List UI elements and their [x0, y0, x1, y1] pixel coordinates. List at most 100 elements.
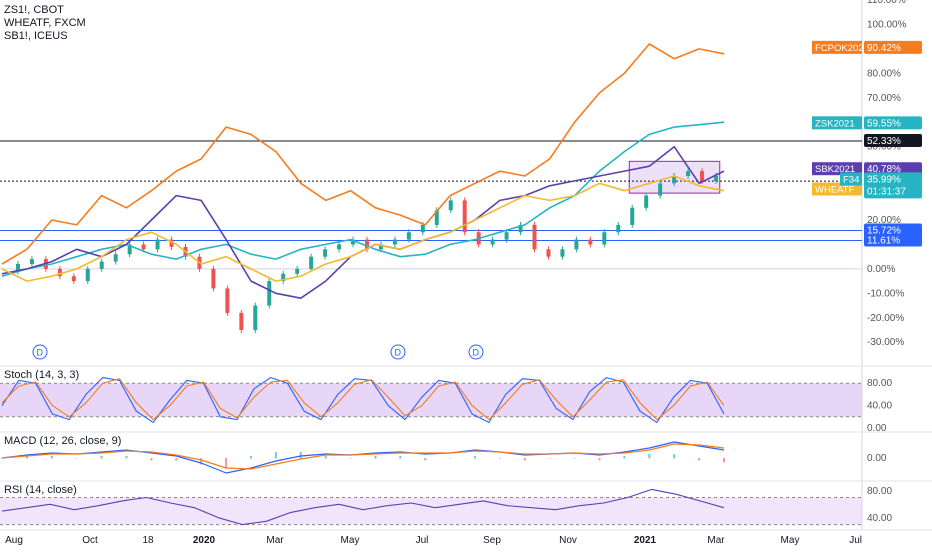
main-tick-label-3: 70.00%: [867, 93, 901, 104]
macd-hist-1: [25, 456, 28, 459]
candle-body-33: [462, 200, 467, 233]
candle-close-label: 35.99%: [867, 174, 901, 185]
candle-body-37: [518, 224, 523, 233]
x-tick-label-9: 2021: [634, 535, 657, 546]
x-tick-label-11: May: [781, 535, 800, 546]
candle-body-10: [141, 244, 146, 250]
legend-symbol-1[interactable]: ZS1!, CBOT: [4, 4, 64, 16]
candle-body-7: [99, 261, 104, 269]
series-value-ZSK2021: 59.55%: [867, 118, 901, 129]
legend-symbol-3[interactable]: SB1!, ICEUS: [4, 30, 68, 42]
macd-hist-28: [698, 458, 701, 461]
candle-symbol-bg: [840, 172, 862, 186]
rsi-title[interactable]: RSI (14, close): [4, 484, 77, 496]
x-tick-label-7: Sep: [483, 535, 501, 546]
candle-body-2: [29, 259, 34, 264]
legend-symbol-2[interactable]: WHEATF, FXCM: [4, 17, 86, 29]
stoch-tick-label-1: 40.00: [867, 401, 892, 412]
candle-body-50: [700, 171, 705, 181]
main-tick-label-1: 100.00%: [867, 19, 907, 30]
x-tick-label-10: Mar: [707, 535, 725, 546]
x-tick-label-4: Mar: [266, 535, 284, 546]
main-tick-label-2: 80.00%: [867, 68, 901, 79]
series-name-SBK2021: SBK2021: [815, 164, 855, 175]
macd-hist-26: [648, 454, 651, 459]
stoch-band: [0, 383, 862, 417]
macd-title[interactable]: MACD (12, 26, close, 9): [4, 435, 122, 447]
macd-hist-8: [200, 458, 203, 465]
rsi-tick-label-0: 80.00: [867, 486, 892, 497]
macd-hist-13: [324, 456, 327, 459]
candle-body-16: [225, 288, 230, 313]
macd-hist-19: [474, 456, 477, 459]
macd-hist-7: [175, 458, 178, 461]
candle-body-12: [169, 239, 174, 247]
main-tick-label-9: -30.00%: [867, 337, 904, 348]
candle-body-28: [392, 239, 397, 245]
series-line-WHEATF: [1, 175, 725, 282]
candle-countdown: 01:31:37: [867, 186, 906, 197]
x-tick-label-12: Jul: [849, 535, 862, 546]
macd-hist-27: [673, 454, 676, 459]
candle-body-40: [560, 249, 565, 257]
hline-label-2: 15.72%: [867, 225, 901, 236]
macd-hist-22: [548, 458, 551, 459]
macd-hist-14: [349, 458, 352, 459]
macd-hist-4: [100, 456, 103, 459]
macd-hist-3: [75, 458, 78, 459]
series-line-FCPOK2021: [1, 43, 725, 265]
candle-body-38: [532, 224, 537, 250]
rsi-tick-label-1: 40.00: [867, 513, 892, 524]
series-value-FCPOK2021: 90.42%: [867, 43, 901, 54]
candle-body-23: [323, 249, 328, 257]
candle-body-5: [71, 276, 76, 282]
x-tick-label-2: 18: [142, 535, 154, 546]
candle-body-17: [239, 312, 244, 330]
macd-hist-11: [274, 452, 277, 459]
dividend-marker-1: [390, 344, 406, 360]
candle-body-35: [490, 239, 495, 245]
candle-body-51: [714, 176, 718, 181]
main-tick-label-7: -10.00%: [867, 288, 904, 299]
main-tick-label-5: 20.00%: [867, 215, 901, 226]
candle-body-45: [630, 207, 635, 225]
macd-tick-label-0: 0.00: [867, 453, 887, 464]
x-tick-label-5: May: [341, 535, 360, 546]
candle-body-49: [686, 171, 691, 176]
macd-hist-15: [374, 456, 377, 459]
candle-body-20: [281, 273, 286, 282]
series-name-bg-WHEATF: [812, 182, 862, 196]
candle-body-48: [672, 176, 677, 184]
macd-hist-10: [249, 456, 252, 459]
candle-body-44: [616, 224, 621, 233]
candle-body-24: [337, 244, 342, 250]
candle-body-11: [155, 239, 160, 250]
candle-body-25: [351, 239, 356, 245]
macd-hist-25: [623, 456, 626, 459]
candle-body-22: [309, 256, 314, 269]
candle-body-43: [602, 232, 607, 245]
candle-body-41: [574, 239, 579, 250]
stoch-line-%D: [1, 378, 725, 421]
x-tick-label-3: 2020: [193, 535, 216, 546]
candle-body-21: [295, 268, 300, 274]
stoch-tick-label-0: 80.00: [867, 378, 892, 389]
candle-body-47: [658, 183, 663, 196]
series-name-WHEATF: WHEATF: [815, 184, 855, 195]
candle-body-42: [588, 239, 593, 245]
candle-body-8: [113, 254, 118, 262]
macd-hist-12: [299, 452, 302, 459]
candle-body-46: [644, 195, 649, 208]
hline-label-2-bg: [864, 223, 922, 237]
macd-hist-0: [1, 458, 3, 459]
macd-hist-9: [225, 458, 228, 469]
candle-body-19: [267, 281, 272, 306]
candle-body-31: [434, 210, 439, 225]
candle-body-32: [448, 200, 453, 211]
stoch-title[interactable]: Stoch (14, 3, 3): [4, 369, 80, 381]
macd-hist-2: [50, 456, 53, 459]
rsi-line: [1, 488, 725, 526]
